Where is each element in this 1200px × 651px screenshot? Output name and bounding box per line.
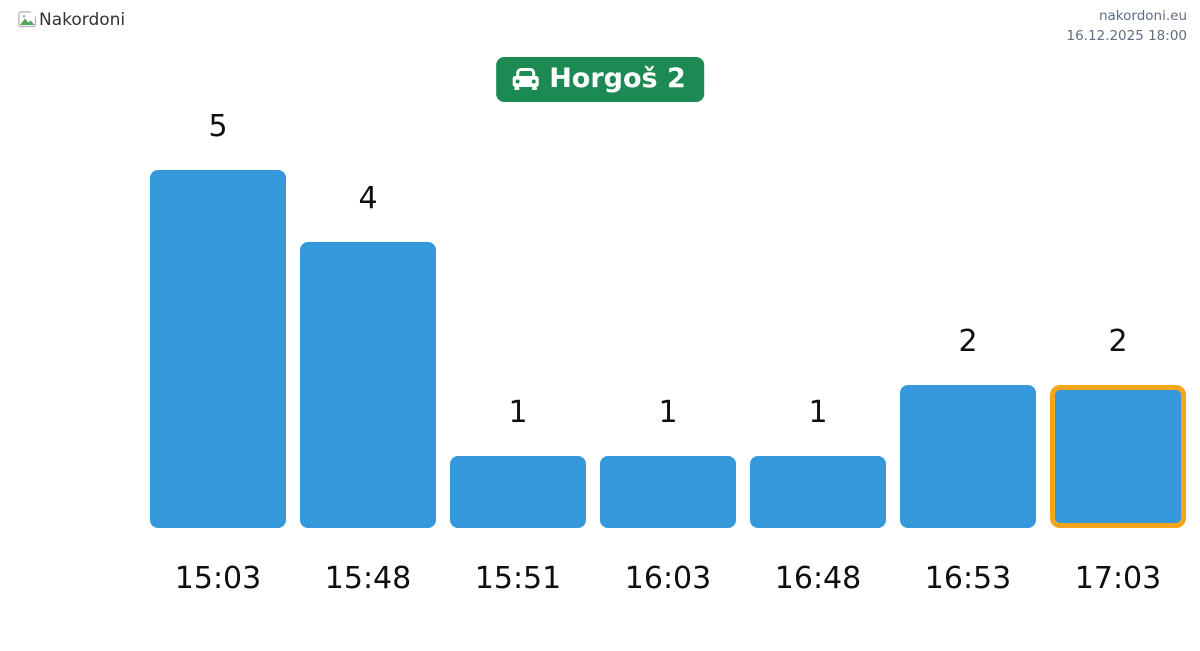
site-logo[interactable]: Nakordoni (17, 9, 125, 30)
bar-column: 2 16:53 (900, 170, 1036, 596)
bar-column: 1 16:48 (750, 170, 886, 596)
site-url: nakordoni.eu (1098, 8, 1187, 24)
bar-column: 1 16:03 (600, 170, 736, 596)
header-meta: nakordoni.eu 16.12.2025 18:00 (1067, 7, 1188, 46)
bar-highlighted[interactable] (1050, 384, 1186, 528)
x-tick-label: 15:51 (474, 561, 562, 596)
car-front-icon (512, 67, 539, 90)
wait-time-bar-chart: 5 15:03 4 15:48 1 15:51 1 16:03 1 16:48 2 16:53 2 17:… (150, 109, 1186, 596)
broken-image-icon (17, 9, 38, 30)
bar-column: 1 15:51 (450, 170, 586, 596)
bar[interactable] (450, 456, 586, 528)
bar-value-label: 5 (208, 109, 228, 144)
bar[interactable] (150, 170, 286, 528)
x-tick-label: 16:03 (624, 561, 712, 596)
x-tick-label: 17:03 (1074, 561, 1162, 596)
x-tick-label: 15:03 (174, 561, 262, 596)
x-tick-label: 15:48 (324, 561, 412, 596)
bar[interactable] (900, 384, 1036, 528)
bar-column: 2 17:03 (1050, 170, 1186, 596)
x-tick-label: 16:48 (774, 561, 862, 596)
bar-value-label: 1 (658, 395, 678, 431)
bar-value-label: 2 (1108, 323, 1128, 359)
bar-column: 5 15:03 (150, 109, 286, 596)
timestamp: 16.12.2025 18:00 (1066, 27, 1188, 44)
site-logo-text: Nakordoni (39, 9, 126, 30)
bar-value-label: 1 (808, 395, 828, 431)
bar[interactable] (600, 456, 736, 528)
bar-value-label: 2 (958, 323, 978, 359)
bar[interactable] (750, 456, 886, 528)
bar-value-label: 4 (358, 180, 378, 216)
crossing-badge[interactable]: Horgoš 2 (496, 57, 704, 102)
bar-value-label: 1 (508, 395, 528, 431)
x-tick-label: 16:53 (924, 561, 1012, 596)
crossing-badge-label: Horgoš 2 (549, 63, 686, 94)
bar[interactable] (300, 241, 436, 528)
bar-column: 4 15:48 (300, 170, 436, 596)
